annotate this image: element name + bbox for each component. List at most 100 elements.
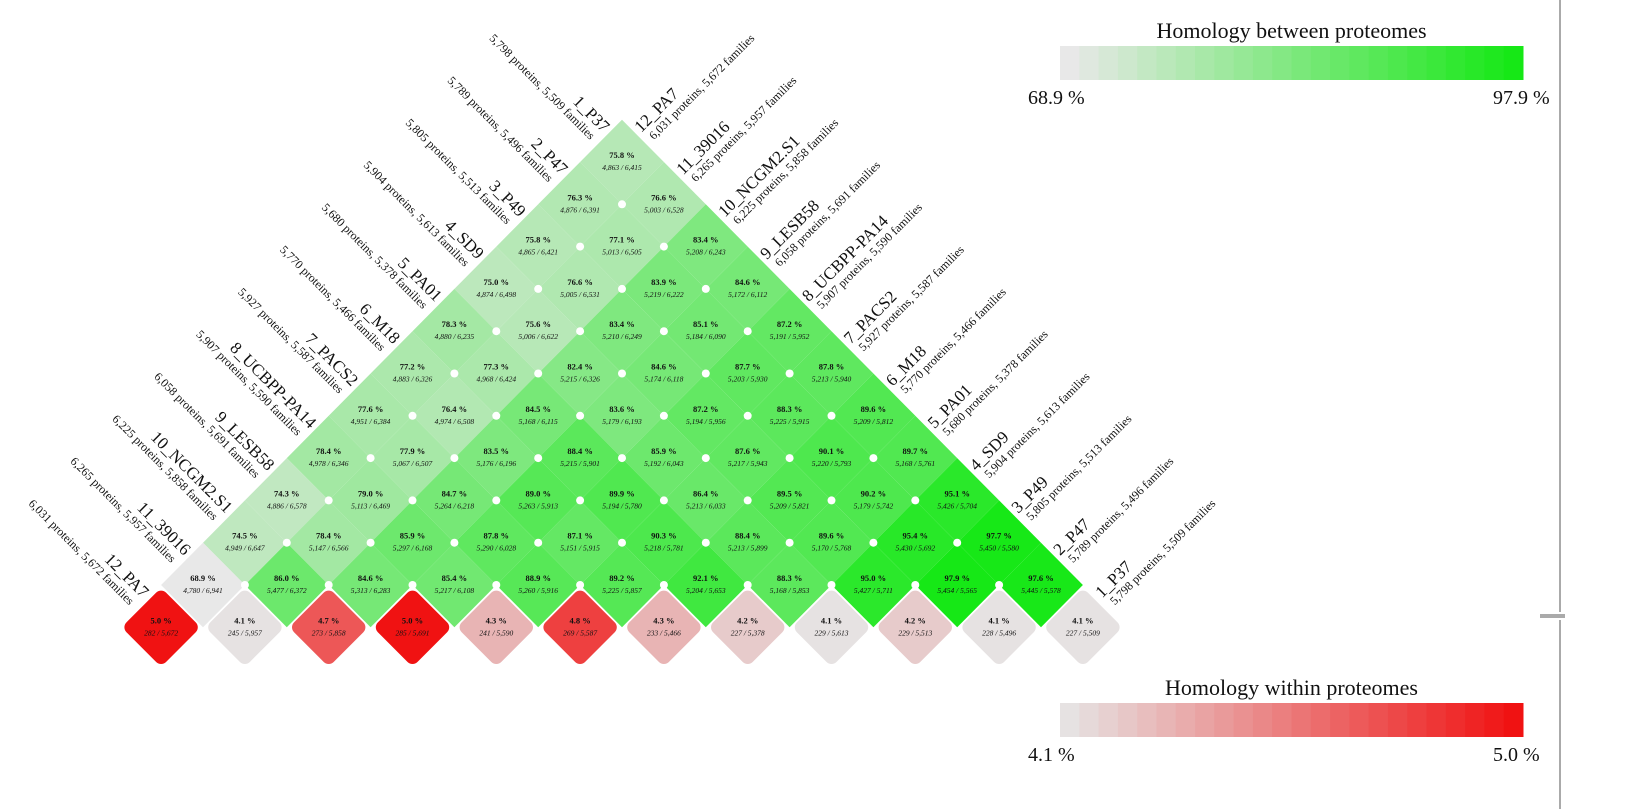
cell-percent: 83.5 % (484, 446, 510, 456)
cell-percent: 4.1 % (988, 615, 1009, 625)
cell-percent: 95.0 % (861, 573, 887, 583)
cell-percent: 85.1 % (693, 319, 719, 329)
legend-step (1465, 46, 1485, 80)
cell-percent: 89.0 % (525, 488, 551, 498)
between-cell (370, 415, 455, 501)
between-cell (663, 373, 748, 459)
cell-percent: 84.6 % (651, 362, 677, 372)
cell-counts: 5,260 / 5,916 (518, 586, 558, 595)
separator-dot (911, 581, 920, 589)
cell-counts: 5,215 / 5,901 (560, 459, 600, 468)
legend-step (1368, 46, 1389, 80)
cell-counts: 5,450 / 5,580 (979, 544, 1019, 553)
cell-counts: 4,780 / 6,941 (183, 586, 223, 595)
legend-step (1426, 703, 1447, 737)
cell-percent: 75.6 % (525, 319, 551, 329)
legend-step (1330, 46, 1350, 80)
between-cell (705, 246, 790, 332)
cell-percent: 4.2 % (737, 615, 758, 625)
cell-percent: 90.3 % (651, 531, 677, 541)
legend-step (1137, 703, 1157, 737)
between-cell (538, 500, 622, 585)
between-cell (747, 373, 832, 459)
between-cell (999, 542, 1083, 628)
cell-counts: 5,191 / 5,952 (770, 332, 810, 341)
cell-counts: 5,225 / 5,915 (770, 417, 810, 426)
cell-counts: 5,445 / 5,578 (1021, 586, 1061, 595)
separator-dot (408, 496, 417, 505)
cell-counts: 5,151 / 5,915 (560, 544, 600, 553)
between-cell (580, 542, 664, 628)
within-cell (1046, 590, 1120, 664)
separator-dot (576, 242, 585, 251)
separator-dot (995, 581, 1004, 589)
cell-counts: 5,430 / 5,692 (896, 544, 936, 553)
between-cell (161, 542, 245, 628)
cell-percent: 95.1 % (944, 488, 970, 498)
cell-counts: 4,874 / 6,498 (477, 290, 517, 299)
cell-counts: 5,006 / 6,622 (518, 332, 558, 341)
legend-step (1291, 46, 1312, 80)
separator-dot (534, 538, 543, 547)
cell-counts: 4,863 / 6,415 (602, 163, 642, 172)
cell-percent: 83.4 % (609, 319, 635, 329)
between-cell (747, 542, 832, 628)
legend-step (1156, 46, 1177, 80)
separator-dot (953, 538, 962, 547)
cell-percent: 89.5 % (777, 488, 803, 498)
cell-counts: 4,865 / 6,421 (518, 248, 558, 257)
legend-step (1214, 703, 1235, 737)
separator-dot (450, 454, 459, 463)
cell-counts: 227 / 5,378 (731, 628, 765, 637)
between-cell (915, 458, 1000, 543)
separator-dot (366, 538, 375, 547)
cell-percent: 85.4 % (442, 573, 468, 583)
within-cell (124, 590, 198, 664)
cell-percent: 75.8 % (609, 150, 635, 160)
separator-dot (827, 496, 836, 505)
legend-step (1272, 46, 1292, 80)
legend-step (1175, 703, 1196, 737)
separator-dot (534, 454, 543, 463)
between-cell (663, 542, 748, 628)
cell-counts: 5,454 / 5,565 (937, 586, 977, 595)
cell-percent: 82.4 % (567, 362, 593, 372)
cell-percent: 97.7 % (986, 531, 1012, 541)
cell-percent: 88.3 % (777, 404, 803, 414)
separator-dot (785, 538, 794, 547)
cell-counts: 5,220 / 5,793 (812, 459, 852, 468)
cell-percent: 4.8 % (569, 615, 590, 625)
within-cell (711, 590, 785, 664)
cell-percent: 89.9 % (609, 488, 635, 498)
legend-step (1098, 703, 1119, 737)
separator-dot (701, 454, 710, 463)
cell-counts: 4,949 / 6,647 (225, 544, 265, 553)
separator-dot (869, 538, 878, 547)
cell-counts: 5,297 / 6,168 (393, 544, 433, 553)
between-cell (831, 542, 916, 628)
cell-percent: 83.6 % (609, 404, 635, 414)
legend-step (1195, 703, 1215, 737)
legend-step (1387, 703, 1408, 737)
separator-dot (743, 411, 752, 420)
separator-dot (576, 496, 585, 505)
within-cell (208, 590, 282, 664)
cell-counts: 273 / 5,858 (312, 628, 346, 637)
between-cell (747, 458, 832, 543)
between-cell (496, 458, 581, 543)
cell-counts: 4,951 / 6,384 (351, 417, 391, 426)
legend-title: Homology between proteomes (1156, 18, 1426, 43)
legend-step (1387, 46, 1408, 80)
cell-percent: 68.9 % (190, 573, 216, 583)
legend-step (1233, 703, 1254, 737)
legend-step (1368, 703, 1389, 737)
separator-dot (659, 242, 668, 251)
within-cell (292, 590, 366, 664)
cell-counts: 269 / 5,587 (563, 628, 597, 637)
legend-step (1079, 46, 1100, 80)
legend-step (1310, 46, 1331, 80)
cell-percent: 77.9 % (400, 446, 426, 456)
legend-min: 4.1 % (1028, 744, 1075, 766)
cell-percent: 75.8 % (525, 235, 551, 245)
